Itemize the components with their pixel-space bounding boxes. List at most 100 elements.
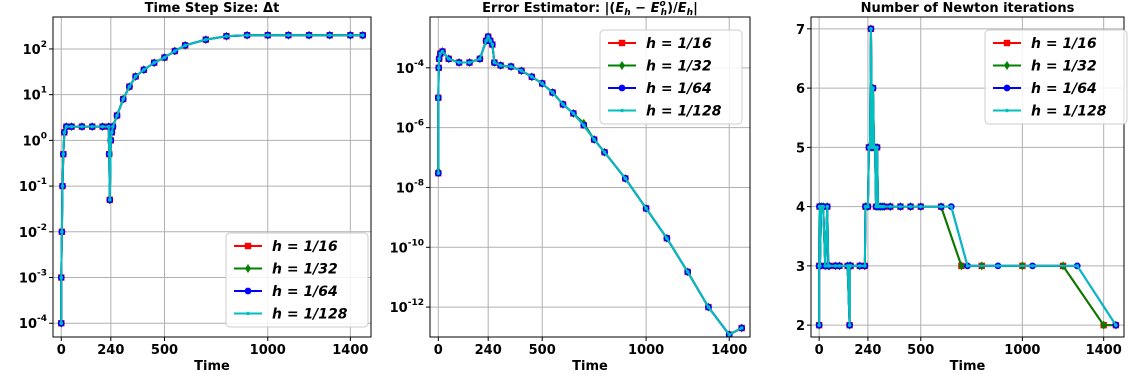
data-point [1030, 264, 1035, 268]
data-point [107, 152, 111, 156]
x-tick-label: 500 [529, 343, 556, 358]
plot-frame [52, 16, 372, 338]
x-tick-label: 500 [151, 343, 178, 358]
data-point [571, 111, 576, 116]
data-point [958, 261, 965, 271]
legend-entry-2: h = 1/32 [1031, 59, 1097, 75]
data-point [60, 184, 65, 188]
data-point [888, 204, 893, 209]
y-tick-label: 101 [23, 86, 47, 104]
data-point [825, 204, 830, 209]
y-tick-label: 100 [23, 131, 47, 149]
data-point [107, 198, 112, 202]
data-point [908, 204, 913, 209]
data-point [833, 264, 838, 268]
data-point [837, 264, 842, 268]
data-point [490, 42, 495, 47]
legend-marker [1003, 84, 1011, 92]
legend-box [225, 232, 369, 328]
data-point [540, 81, 545, 86]
series-group [815, 24, 1120, 330]
data-point [644, 206, 648, 211]
x-tick-label: 240 [854, 343, 881, 358]
data-point [121, 97, 126, 101]
data-point [61, 152, 66, 156]
y-tick-label: 10-4 [396, 59, 424, 77]
data-point [224, 34, 229, 39]
legend-marker [1003, 39, 1011, 47]
data-point [550, 90, 555, 95]
y-tick-label: 10-6 [396, 119, 424, 137]
chart-panel-2: 0 240 500 1000 1400 Time 10-12 10-10 10-8 10-6 10-… [390, 0, 751, 374]
y-tick-label: 10-8 [396, 178, 424, 196]
data-point [457, 60, 461, 65]
legend-box [599, 29, 743, 125]
data-point [823, 264, 828, 268]
data-point [509, 64, 513, 69]
data-point [965, 264, 970, 268]
y-tick-label: 10-1 [19, 177, 47, 195]
legend-marker [618, 84, 626, 92]
data-point [440, 49, 445, 54]
legend-entry-1: h = 1/16 [272, 239, 338, 255]
legend-marker [1005, 108, 1009, 113]
data-point [818, 264, 822, 268]
data-point [436, 66, 441, 70]
data-point [152, 60, 156, 65]
y-tick-label: 10-12 [390, 298, 424, 316]
data-point [739, 326, 744, 330]
data-point [492, 60, 497, 65]
data-point [204, 37, 208, 42]
data-point [665, 236, 669, 241]
data-point [706, 305, 711, 309]
data-point [848, 264, 853, 268]
data-point [109, 138, 113, 143]
data-point [142, 67, 146, 72]
x-tick-label: 1400 [332, 343, 368, 358]
data-point [498, 63, 503, 68]
legend-marker [618, 39, 626, 47]
legend-entry-3: h = 1/64 [646, 81, 712, 97]
data-point [327, 33, 332, 37]
data-point [100, 124, 105, 129]
legend-entry-4: h = 1/128 [646, 104, 722, 120]
legend-entry-2: h = 1/32 [646, 59, 712, 75]
data-point [127, 84, 132, 89]
data-point [821, 204, 825, 209]
data-point [60, 230, 64, 234]
plot-frame [429, 16, 751, 338]
legend: h = 1/16 h = 1/32 h = 1/64 h = 1/128 [984, 29, 1128, 125]
y-tick-label: 102 [23, 40, 47, 58]
data-point [866, 204, 870, 209]
x-tick-label: 0 [815, 343, 824, 358]
y-tick-label: 10-10 [390, 238, 424, 256]
data-point [530, 75, 534, 79]
data-point [869, 27, 873, 31]
data-point [486, 34, 490, 39]
chart-title: Number of Newton iterations [861, 1, 1075, 16]
y-tick-label: 6 [796, 82, 805, 97]
legend-entry-2: h = 1/32 [272, 262, 338, 278]
data-point [265, 33, 270, 37]
data-point [478, 57, 482, 61]
data-point [436, 95, 441, 100]
data-point [90, 124, 95, 129]
chart-panel-3: 0 240 500 1000 1400 Time 2 3 4 5 6 7 Number of Newto… [796, 1, 1128, 374]
legend-entry-3: h = 1/64 [272, 284, 338, 300]
data-point [133, 74, 138, 79]
legend-marker [244, 242, 252, 250]
legend-marker [619, 61, 625, 70]
y-tick-label: 10-3 [19, 269, 47, 287]
data-point [59, 321, 64, 326]
legend-entry-1: h = 1/16 [646, 36, 712, 52]
data-point [623, 176, 628, 181]
series-group [57, 30, 367, 328]
legend-marker [620, 108, 624, 113]
data-point [106, 124, 111, 129]
data-point [685, 270, 690, 274]
data-point [863, 264, 867, 268]
y-tick-label: 3 [796, 260, 805, 275]
x-tick-label: 1400 [1086, 343, 1122, 358]
x-axis-label: Time [194, 359, 230, 374]
y-tick-label: 7 [796, 23, 805, 38]
